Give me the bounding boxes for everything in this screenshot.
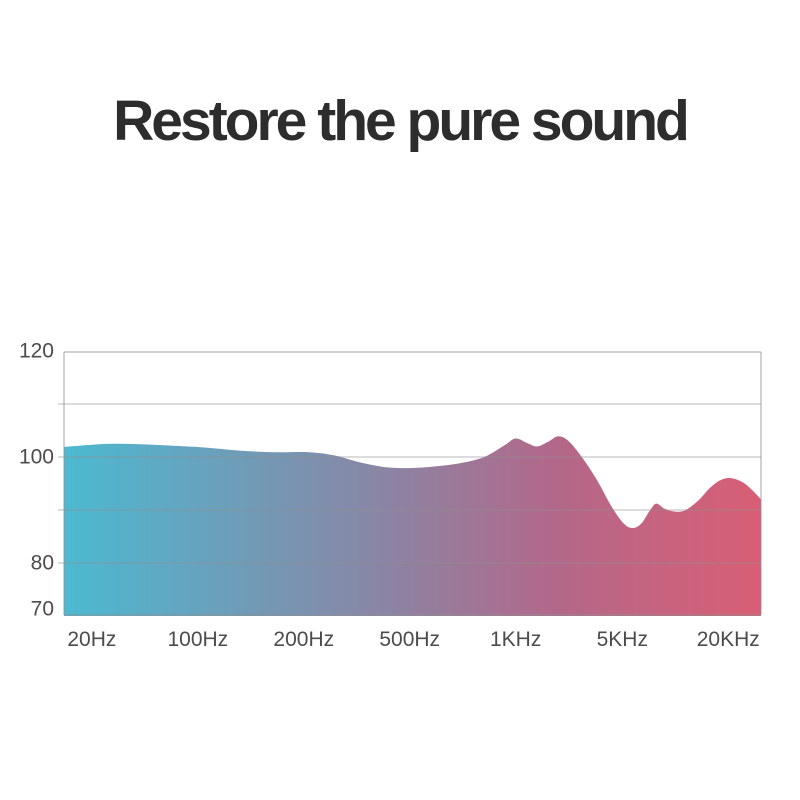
y-axis-label-100: 100: [18, 445, 54, 469]
x-axis-label-20KHz: 20KHz: [696, 628, 760, 651]
frequency-response-plot: [58, 351, 762, 616]
page-title: Restore the pure sound: [113, 89, 690, 153]
y-axis-label-80: 80: [30, 551, 54, 575]
y-axis-label-120: 120: [18, 339, 54, 363]
y-axis-label-70: 70: [30, 597, 54, 621]
x-axis-label-1KHz: 1KHz: [489, 628, 542, 651]
x-axis-label-20Hz: 20Hz: [67, 628, 117, 651]
frequency-response-chart: 120 100 80 70 20Hz 100Hz 200Hz 500Hz 1KHz 5KHz 20K…: [0, 341, 800, 671]
x-axis-label-100Hz: 100Hz: [167, 628, 229, 651]
x-axis-label-500Hz: 500Hz: [379, 628, 441, 651]
frequency-response-area: [64, 436, 761, 616]
x-axis-label-5KHz: 5KHz: [596, 628, 648, 651]
x-axis-label-200Hz: 200Hz: [273, 628, 335, 651]
